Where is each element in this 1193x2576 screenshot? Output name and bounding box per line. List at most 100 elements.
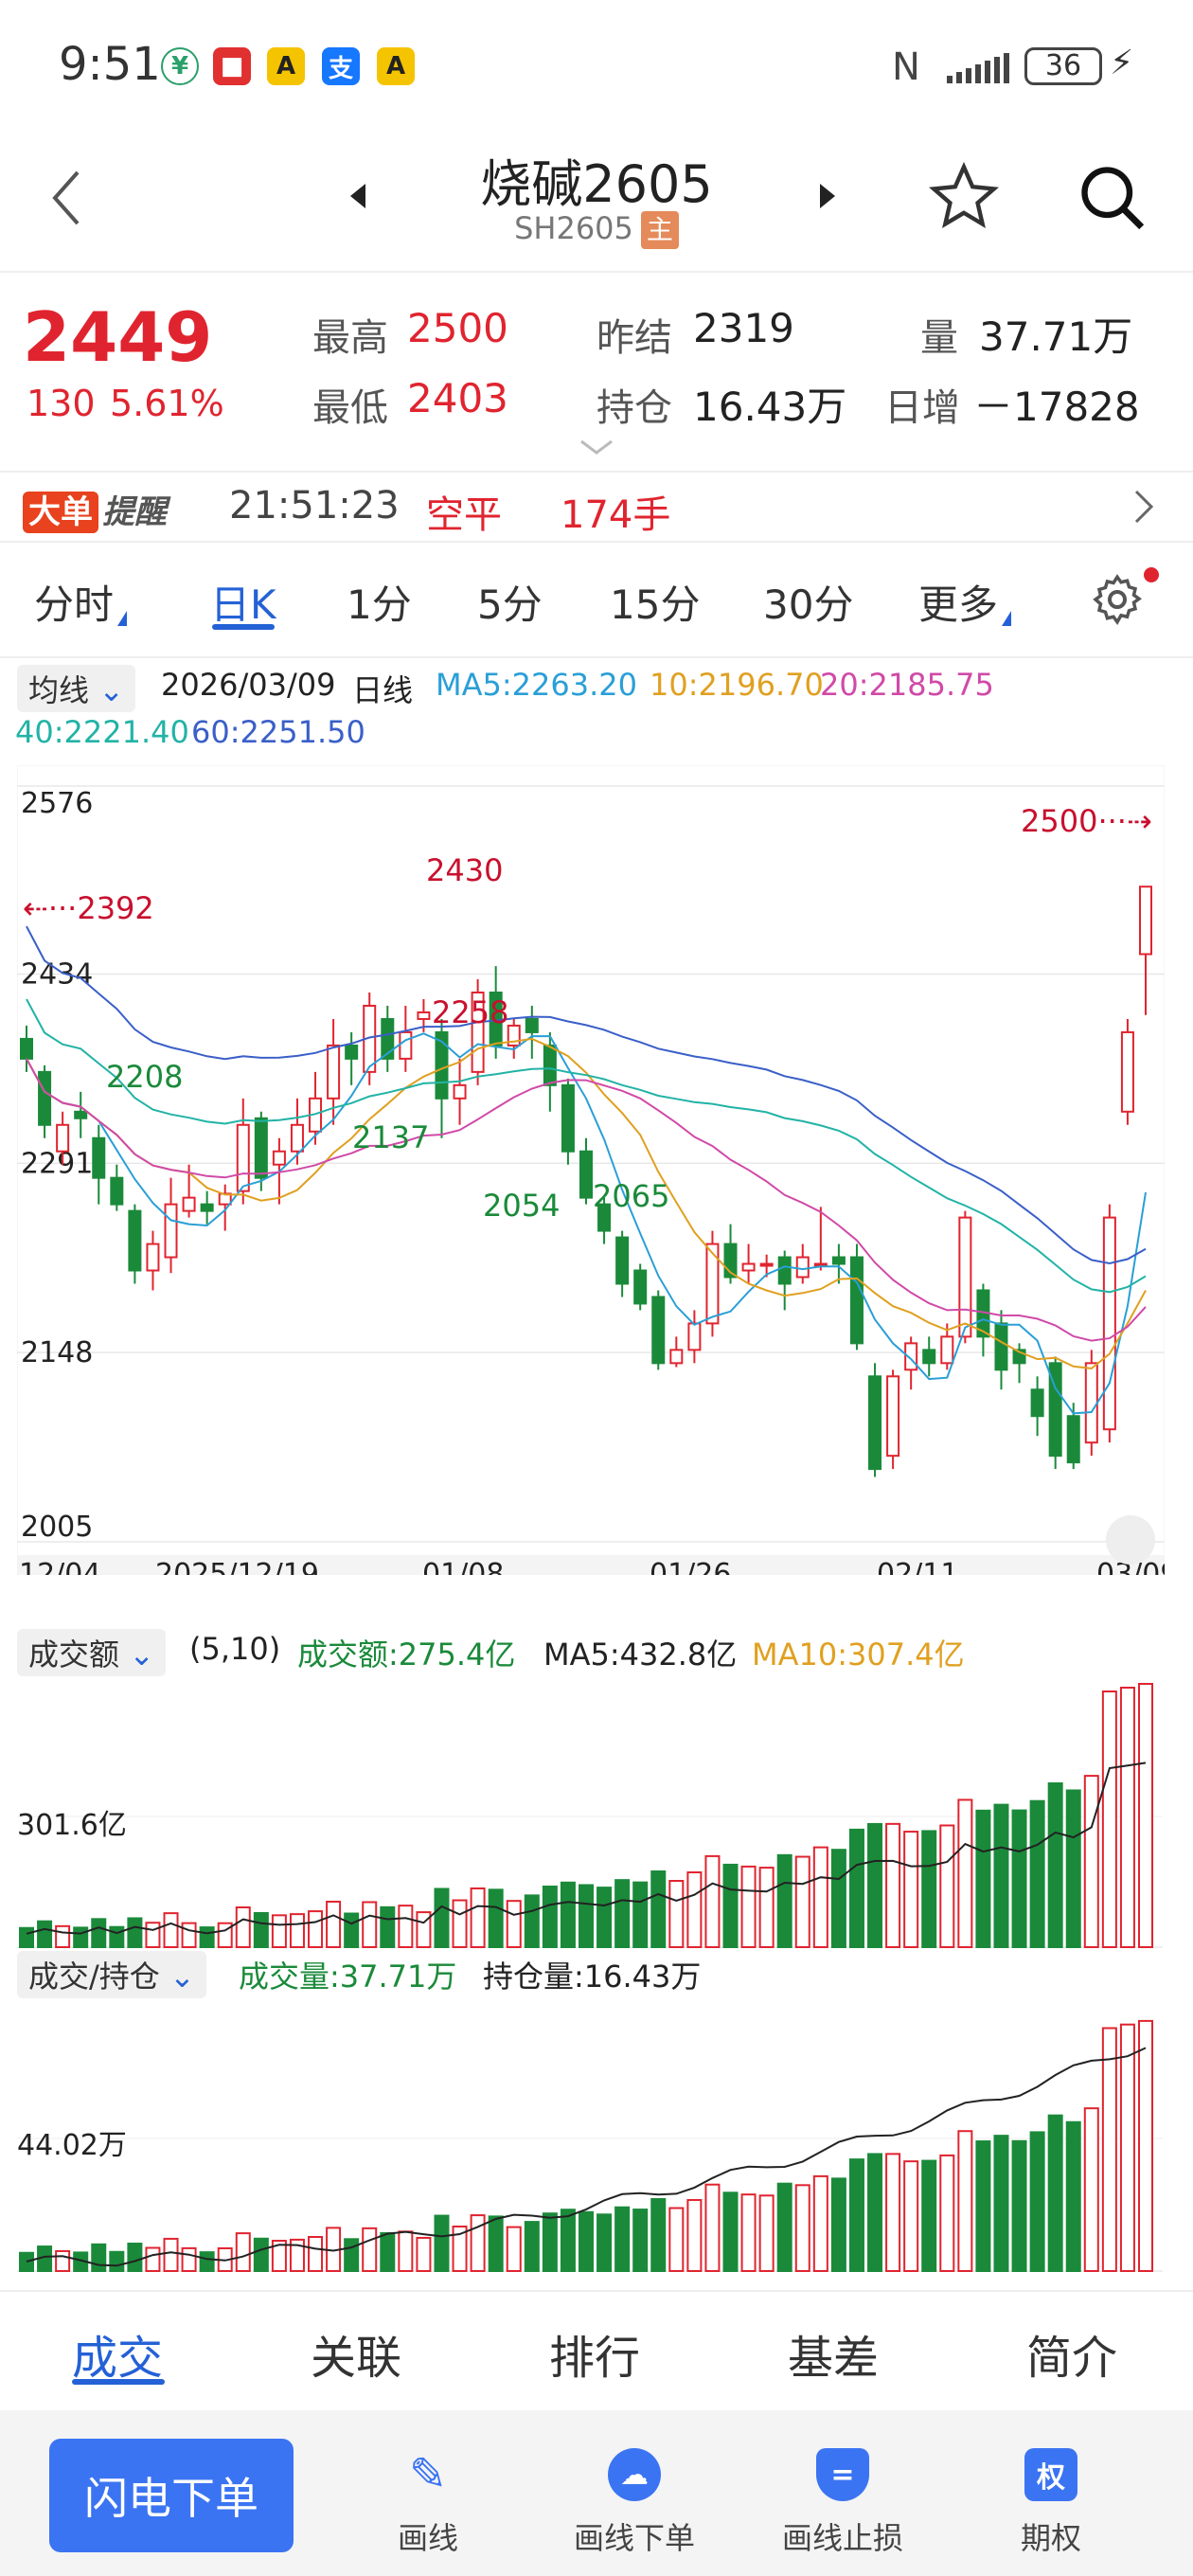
candle-body bbox=[741, 1262, 756, 1272]
draw-line-stoploss-tool[interactable]: = 画线止损 bbox=[748, 2448, 937, 2558]
ma-line-ma10 bbox=[26, 1037, 1147, 1369]
amount-bar bbox=[308, 1910, 324, 1948]
volume-bar bbox=[380, 2231, 396, 2272]
amount-bar bbox=[199, 1926, 215, 1949]
leaf-icon: ¥ bbox=[161, 47, 199, 85]
low-value: 2403 bbox=[407, 375, 508, 421]
volume-bar bbox=[181, 2246, 197, 2273]
volume-bar bbox=[758, 2194, 775, 2273]
kline-svg[interactable]: 2576 2434 2291 2148 2005 12/04 2025/12/19 01/08… bbox=[17, 765, 1165, 1575]
candle-body bbox=[236, 1123, 250, 1192]
candle-body bbox=[687, 1322, 702, 1351]
volume-bar bbox=[993, 2135, 1009, 2272]
tab-15min[interactable]: 15分 bbox=[610, 581, 701, 628]
ma-date: 2026/03/09 bbox=[161, 667, 336, 703]
price-annotation: 2430 bbox=[426, 852, 503, 888]
amount-bar bbox=[271, 1914, 287, 1948]
candle-body bbox=[633, 1269, 648, 1305]
amount-bar bbox=[1083, 1775, 1099, 1948]
search-icon[interactable] bbox=[1076, 161, 1148, 237]
kline-chart[interactable]: 2576 2434 2291 2148 2005 12/04 2025/12/19 01/08… bbox=[17, 765, 1165, 1575]
volume-bar bbox=[632, 2209, 649, 2272]
candle-body bbox=[561, 1083, 575, 1153]
candle-body bbox=[1084, 1362, 1098, 1444]
ma10-value: 10:2196.70 bbox=[650, 667, 824, 703]
volume-bar bbox=[794, 2184, 810, 2273]
chevron-right-icon[interactable] bbox=[1132, 488, 1155, 529]
candle-body bbox=[1139, 886, 1152, 956]
signal-icon bbox=[947, 53, 1013, 87]
active-tab-indicator bbox=[212, 624, 275, 630]
candle-body bbox=[110, 1176, 124, 1206]
big-order-alert[interactable]: 大单 提醒 21:51:23 空平 174手 bbox=[0, 471, 1193, 543]
amount-bar bbox=[1065, 1789, 1081, 1948]
volume-bar bbox=[163, 2237, 179, 2273]
next-contract-button[interactable] bbox=[818, 182, 837, 214]
volume-bar bbox=[975, 2140, 991, 2273]
amount-bar bbox=[506, 1900, 522, 1949]
tab-more[interactable]: 更多 bbox=[918, 573, 1012, 631]
tab-profile[interactable]: 简介 bbox=[1026, 2332, 1118, 2385]
prev-contract-button[interactable] bbox=[348, 182, 367, 214]
amount-bar bbox=[758, 1867, 775, 1948]
candle-body bbox=[164, 1203, 178, 1259]
gear-icon[interactable] bbox=[1089, 571, 1146, 632]
volume-selector[interactable]: 成交/持仓 ⌄ bbox=[17, 1951, 206, 1998]
tab-trades[interactable]: 成交 bbox=[72, 2332, 164, 2385]
option-icon: 权 bbox=[1024, 2448, 1077, 2501]
amount-bar bbox=[253, 1911, 269, 1949]
amount-bar bbox=[1029, 1799, 1045, 1948]
tab-related[interactable]: 关联 bbox=[311, 2332, 402, 2385]
amount-bar bbox=[903, 1831, 919, 1949]
candle-body bbox=[254, 1117, 268, 1179]
open-interest-line bbox=[26, 2047, 1147, 2267]
ma-period: 日线 bbox=[352, 672, 414, 708]
tab-5min[interactable]: 5分 bbox=[477, 581, 543, 628]
volume-bar bbox=[596, 2213, 613, 2273]
oi-panel-value: 持仓量:16.43万 bbox=[483, 1959, 702, 1995]
draw-line-tool[interactable]: ✎ 画线 bbox=[397, 2448, 458, 2556]
tab-ranking[interactable]: 排行 bbox=[549, 2332, 641, 2385]
amount-bar bbox=[109, 1925, 125, 1948]
tab-intraday[interactable]: 分时 bbox=[34, 573, 128, 631]
x-tick-label: 12/04 bbox=[19, 1558, 100, 1575]
draw-line-order-tool[interactable]: ☁ 画线下单 bbox=[540, 2448, 729, 2558]
star-icon[interactable] bbox=[928, 161, 1000, 237]
volume-bar bbox=[939, 2154, 955, 2273]
amount-bar bbox=[542, 1885, 558, 1949]
tab-basis[interactable]: 基差 bbox=[788, 2332, 880, 2385]
amount-selector[interactable]: 成交额 ⌄ bbox=[17, 1629, 166, 1676]
volume-bar bbox=[199, 2251, 215, 2273]
amount-bar bbox=[975, 1809, 991, 1948]
amount-bar bbox=[848, 1828, 864, 1948]
expand-chevron-icon[interactable] bbox=[579, 438, 614, 460]
flash-order-button[interactable]: 闪电下单 bbox=[49, 2439, 294, 2552]
price-annotation: 2137 bbox=[352, 1119, 429, 1155]
amount-ma10: MA10:307.4亿 bbox=[752, 1637, 965, 1673]
candle-body bbox=[777, 1256, 792, 1285]
ma-selector[interactable]: 均线 ⌄ bbox=[17, 665, 135, 712]
tab-1min[interactable]: 1分 bbox=[347, 581, 412, 628]
back-button[interactable] bbox=[47, 165, 85, 235]
y-tick-label: 2434 bbox=[21, 957, 93, 991]
price-change-pct: 5.61% bbox=[110, 383, 224, 424]
volume-bar bbox=[921, 2159, 937, 2272]
tab-30min[interactable]: 30分 bbox=[763, 581, 854, 628]
candle-body bbox=[795, 1256, 810, 1279]
volume-bar bbox=[650, 2198, 667, 2272]
candle-body bbox=[922, 1349, 936, 1365]
amount-bar bbox=[1011, 1809, 1027, 1948]
app-icon-red: ■ bbox=[213, 47, 251, 85]
tab-daily-k[interactable]: 日K bbox=[210, 581, 276, 628]
volume-bar bbox=[488, 2215, 504, 2273]
amount-bar bbox=[812, 1846, 828, 1949]
candle-body bbox=[327, 1044, 341, 1100]
volume-bar bbox=[1011, 2139, 1027, 2272]
volume-bar bbox=[740, 2193, 757, 2273]
amount-bar bbox=[1119, 1687, 1135, 1948]
candle-body bbox=[831, 1256, 846, 1265]
high-label: 最高 bbox=[312, 316, 388, 360]
options-tool[interactable]: 权 期权 bbox=[956, 2448, 1146, 2558]
candle-body bbox=[958, 1216, 972, 1338]
amount-bar bbox=[704, 1854, 721, 1948]
